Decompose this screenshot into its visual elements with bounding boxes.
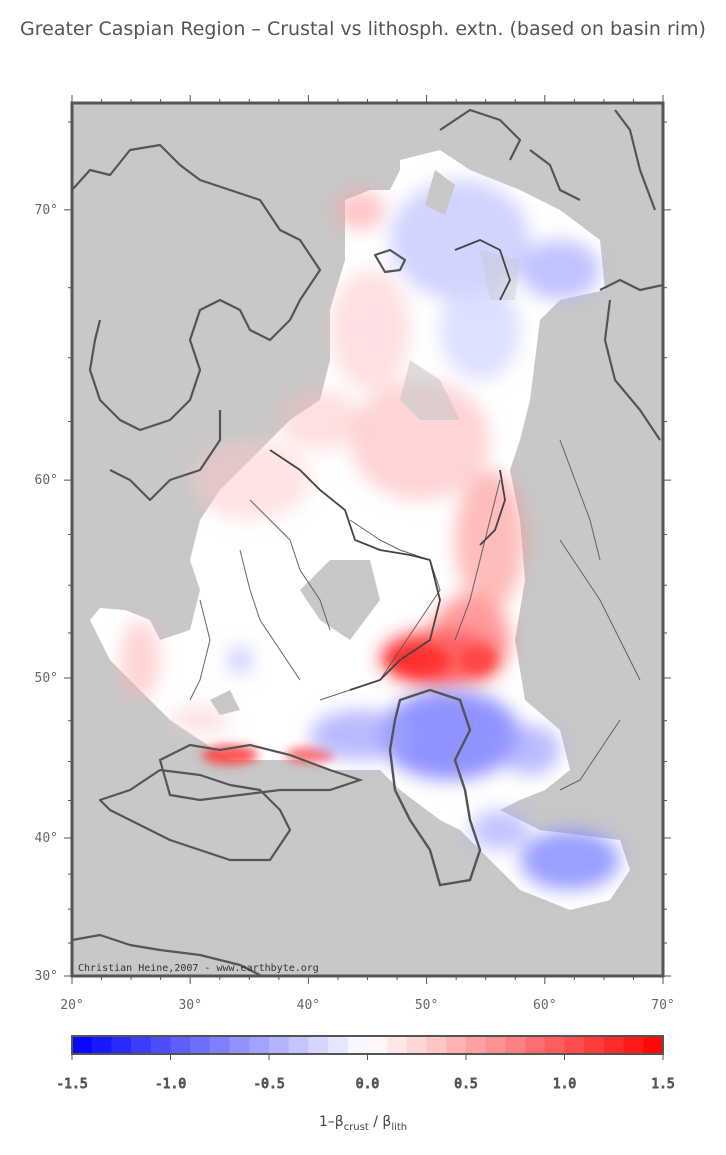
colorbar-swatch (190, 1036, 211, 1054)
colorbar-tick-label: -0.5 (253, 1077, 284, 1092)
colorbar-swatch (426, 1036, 447, 1054)
colorbar-swatch (603, 1036, 625, 1054)
colorbar-swatch (308, 1036, 329, 1054)
colorbar-swatch (170, 1036, 191, 1054)
map-credit: Christian Heine,2007 - www.earthbyte.org (78, 963, 319, 974)
longitude-labels: 20° 30° 40° 50° 60° 70° (60, 998, 674, 1013)
colorbar-label: 1–βcrust / βlith (0, 1114, 726, 1133)
colorbar-swatch (288, 1036, 309, 1054)
rivers (189, 439, 641, 791)
colorbar-swatch (249, 1036, 270, 1054)
colorbar-tick-label: -1.0 (155, 1077, 186, 1092)
map-title: Greater Caspian Region – Crustal vs lith… (20, 18, 706, 40)
black-sea-outline (158, 743, 364, 802)
coastlines (72, 108, 663, 976)
colorbar-swatch (91, 1036, 112, 1054)
colorbar-label-sub-lith: lith (391, 1121, 408, 1133)
colorbar-tick-label: 0.0 (356, 1077, 379, 1092)
colorbar-swatch (328, 1036, 349, 1054)
colorbar-swatch (466, 1036, 487, 1054)
colorbar-tick-label: 1.5 (651, 1077, 674, 1092)
lon-tick-label: 30° (178, 998, 201, 1013)
colorbar-swatch (72, 1036, 93, 1054)
frame-ticks (64, 95, 671, 984)
latitude-labels: 70° 60° 50° 40° 30° (35, 203, 58, 984)
colorbar-swatch (505, 1036, 526, 1054)
colorbar-swatch (623, 1036, 644, 1054)
colorbar-swatch (584, 1036, 605, 1054)
lon-tick-label: 60° (533, 998, 556, 1013)
colorbar-swatch (564, 1036, 585, 1054)
colorbar-label-prefix: 1–β (318, 1114, 344, 1130)
lon-tick-label: 20° (60, 998, 83, 1013)
colorbar-swatch (446, 1036, 467, 1054)
colorbar (72, 1036, 664, 1054)
lon-tick-label: 40° (297, 998, 320, 1013)
colorbar-swatch (544, 1036, 565, 1054)
map-content: Christian Heine,2007 - www.earthbyte.org (72, 108, 663, 976)
lon-tick-label: 50° (415, 998, 438, 1013)
colorbar-tick-label: 0.5 (454, 1077, 477, 1092)
colorbar-swatch (367, 1036, 388, 1054)
lon-tick-label: 70° (651, 998, 674, 1013)
lat-tick-label: 60° (35, 473, 58, 488)
colorbar-tick-label: 1.0 (553, 1077, 576, 1092)
colorbar-swatch (406, 1036, 428, 1054)
colorbar-swatch (643, 1036, 664, 1054)
colorbar-label-mid: / β (368, 1114, 392, 1130)
colorbar-swatch (485, 1036, 506, 1054)
caspian-sea-outline (388, 688, 482, 887)
colorbar-label-sub-crust: crust (343, 1121, 369, 1133)
colorbar-swatch (347, 1036, 368, 1054)
positive-anomalies (120, 190, 525, 735)
colorbar-swatch (150, 1036, 171, 1054)
colorbar-swatch (111, 1036, 132, 1054)
colorbar-swatch (525, 1036, 546, 1054)
colorbar-swatch (209, 1036, 231, 1054)
borders (269, 239, 511, 691)
lat-tick-label: 30° (35, 969, 58, 984)
colorbar-swatch (269, 1036, 290, 1054)
colorbar-tick-label: -1.5 (56, 1077, 87, 1092)
negative-anomalies (228, 180, 620, 890)
lat-tick-label: 50° (35, 671, 58, 686)
lat-tick-label: 70° (35, 203, 58, 218)
colorbar-swatch (229, 1036, 250, 1054)
land-masks (210, 170, 520, 715)
lat-tick-label: 40° (35, 831, 58, 846)
colorbar-swatch (387, 1036, 408, 1054)
colorbar-swatch (131, 1036, 152, 1054)
colorbar-ticks: -1.5 -1.0 -0.5 0.0 0.5 1.0 1.5 (56, 1054, 675, 1093)
